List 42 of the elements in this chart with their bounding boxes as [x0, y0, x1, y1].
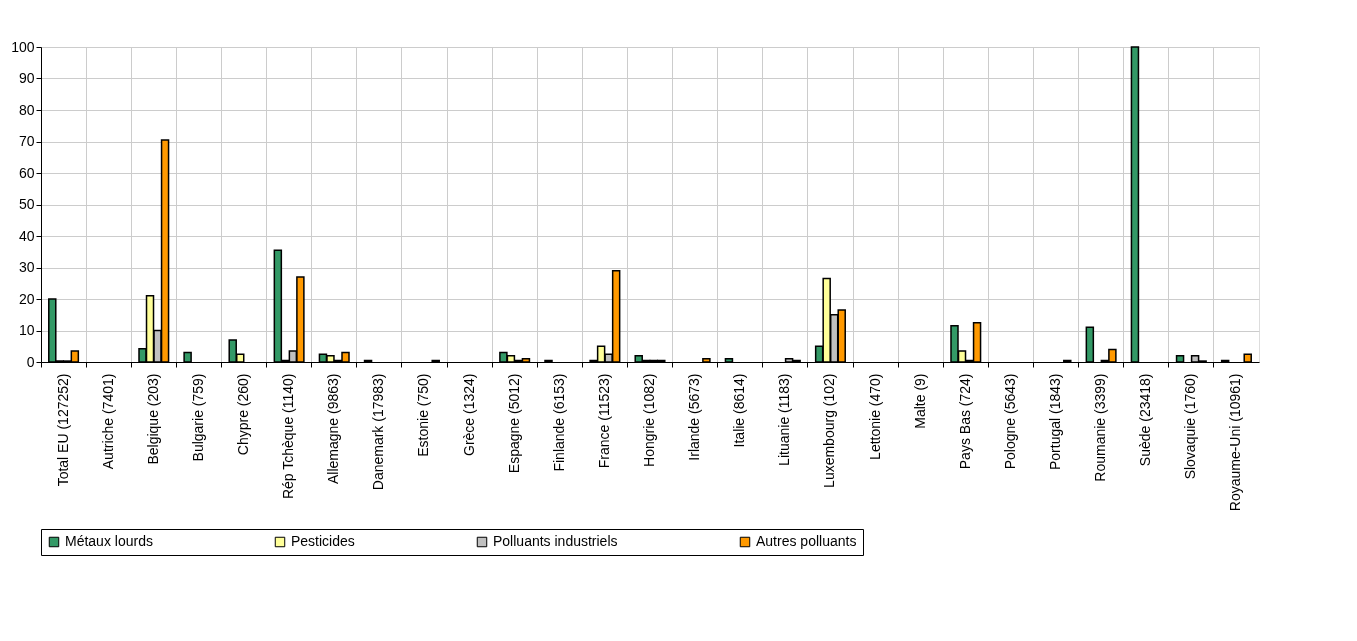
x-tick-label: Hongrie (1082)	[641, 373, 657, 467]
x-tick-label: Rép Tchèque (1140)	[280, 373, 297, 500]
y-tick-label: 90	[18, 70, 35, 86]
x-tick-label: Espagne (5012)	[505, 373, 522, 474]
x-tick-label: Pologne (5643)	[1001, 373, 1018, 470]
x-tick-label: Allemagne (9863)	[325, 373, 342, 485]
x-tick-label: Lettonie (470)	[866, 373, 883, 460]
x-tick-label: France (11523)	[595, 373, 612, 469]
y-tick-label: 10	[18, 322, 35, 338]
x-tick-label: Suède (23418)	[1137, 373, 1154, 467]
y-tick-label: 50	[18, 196, 35, 212]
x-tick-label: Royaume-Uni (10961)	[1227, 373, 1244, 512]
y-tick-label: 40	[18, 227, 35, 244]
x-tick-label: Bulgarie (759)	[189, 373, 206, 462]
y-tick-label: 60	[18, 164, 35, 181]
legend-label: Polluants industriels	[493, 533, 618, 549]
x-tick-label: Pays Bas (724)	[956, 373, 973, 470]
x-tick-label: Malte (9)	[911, 373, 928, 429]
legend-label: Pesticides	[291, 533, 355, 549]
legend-label: Autres polluants	[756, 533, 857, 549]
x-tick-label: Slovaquie (1760)	[1182, 373, 1199, 480]
x-tick-label: Portugal (1843)	[1047, 373, 1063, 471]
legend-label: Métaux lourds	[65, 533, 153, 549]
x-tick-label: Autriche (7401)	[99, 373, 116, 470]
y-tick-label: 20	[18, 290, 35, 307]
x-tick-label: Danemark (17983)	[370, 373, 387, 491]
x-tick-label: Total EU (127252)	[54, 373, 71, 487]
x-tick-label: Estonie (750)	[415, 373, 432, 457]
y-tick-label: 0	[26, 353, 35, 370]
x-tick-label: Italie (8614)	[731, 373, 748, 448]
x-tick-label: Belgique (203)	[144, 373, 161, 465]
y-tick-label: 70	[18, 133, 35, 149]
y-tick-label: 80	[18, 101, 35, 118]
x-tick-label: Lituanie (1183)	[776, 373, 793, 466]
x-tick-label: Roumanie (3399)	[1092, 373, 1109, 482]
x-tick-label: Luxembourg (102)	[821, 373, 838, 488]
x-tick-label: Irlande (5673)	[686, 373, 703, 461]
x-tick-label: Finlande (6153)	[550, 373, 567, 472]
x-tick-label: Chypre (260)	[235, 373, 251, 456]
x-tick-label: Grèce (1324)	[460, 373, 477, 456]
y-tick-label: 100	[11, 38, 35, 55]
y-tick-label: 30	[18, 259, 35, 275]
